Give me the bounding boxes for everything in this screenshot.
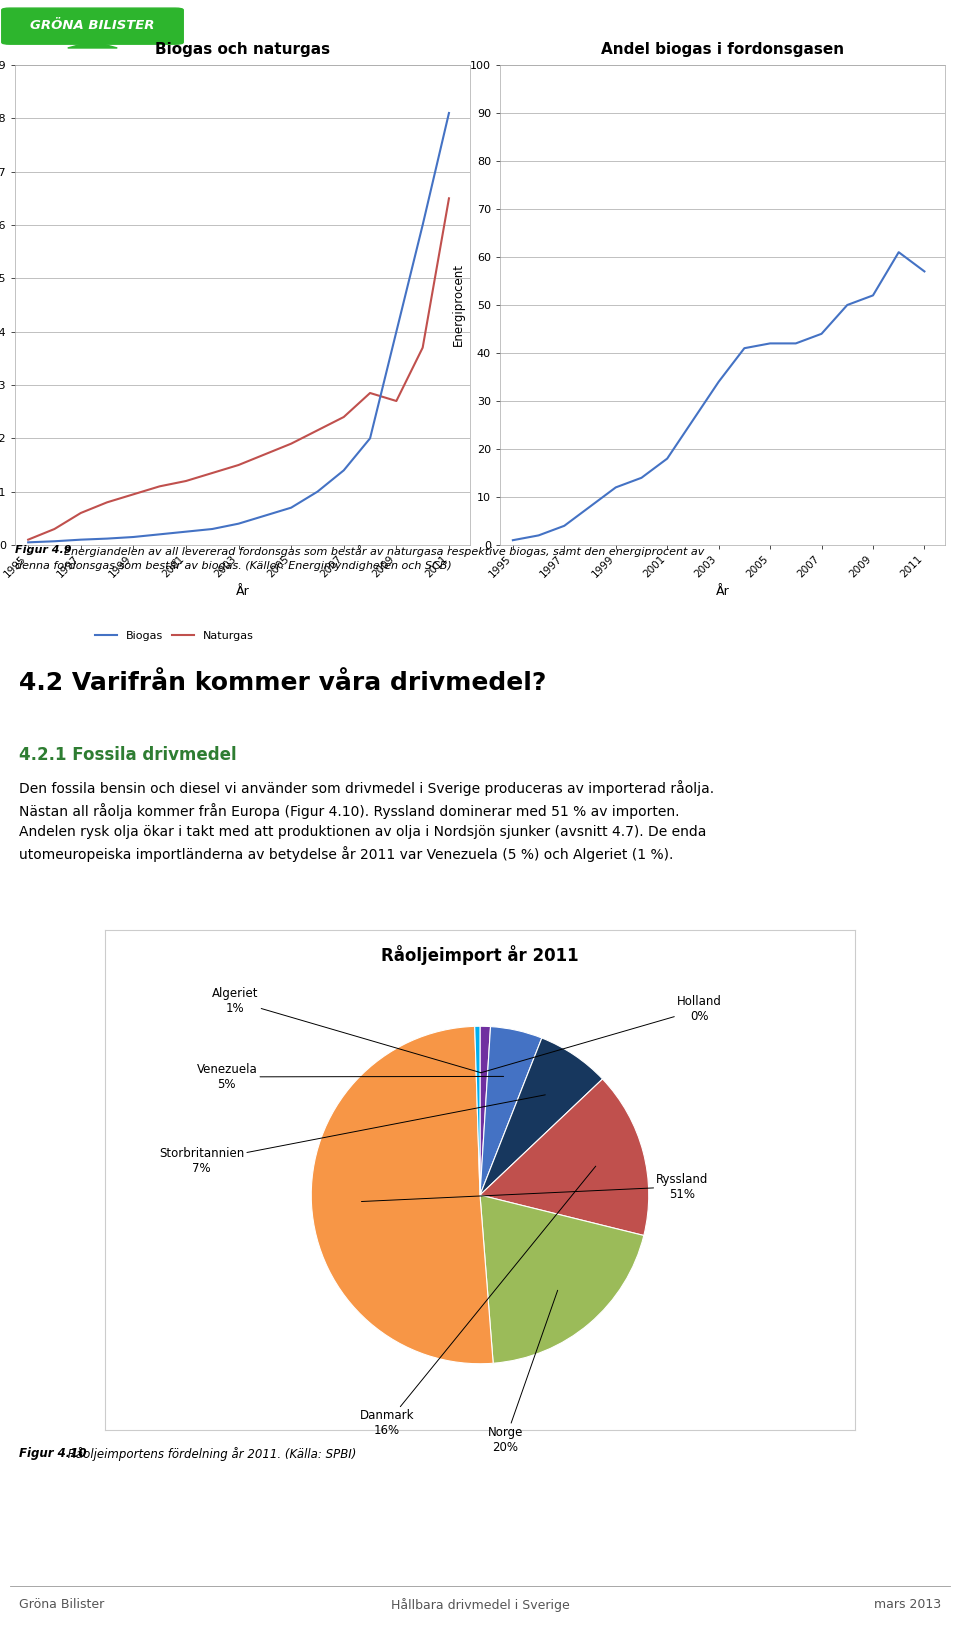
Text: Figur 4.10: Figur 4.10 xyxy=(19,1447,86,1460)
Text: 4.2 Varifrån kommer våra drivmedel?: 4.2 Varifrån kommer våra drivmedel? xyxy=(19,671,546,695)
Polygon shape xyxy=(68,41,117,47)
Legend: Biogas, Naturgas: Biogas, Naturgas xyxy=(90,627,258,645)
Text: Energiandelen av all levererad fordonsgas som består av naturgasa respektive bio: Energiandelen av all levererad fordonsga… xyxy=(15,545,705,571)
X-axis label: År: År xyxy=(235,586,250,599)
Text: Hållbara drivmedel i Sverige: Hållbara drivmedel i Sverige xyxy=(391,1599,569,1612)
Text: Råoljeimportens fördelning år 2011. (Källa: SPBI): Råoljeimportens fördelning år 2011. (Käl… xyxy=(19,1447,356,1460)
Title: Biogas och naturgas: Biogas och naturgas xyxy=(155,42,330,57)
Y-axis label: Energiprocent: Energiprocent xyxy=(451,264,465,347)
Text: Gröna Bilister: Gröna Bilister xyxy=(19,1599,105,1612)
X-axis label: År: År xyxy=(715,586,730,599)
Text: 4.2.1 Fossila drivmedel: 4.2.1 Fossila drivmedel xyxy=(19,746,237,764)
Text: Den fossila bensin och diesel vi använder som drivmedel i Sverige produceras av : Den fossila bensin och diesel vi använde… xyxy=(19,780,714,863)
Title: Andel biogas i fordonsgasen: Andel biogas i fordonsgasen xyxy=(601,42,844,57)
Text: mars 2013: mars 2013 xyxy=(874,1599,941,1612)
FancyBboxPatch shape xyxy=(2,8,183,44)
Text: Figur 4.9: Figur 4.9 xyxy=(15,545,71,555)
Text: GRÖNA BILISTER: GRÖNA BILISTER xyxy=(31,18,155,31)
